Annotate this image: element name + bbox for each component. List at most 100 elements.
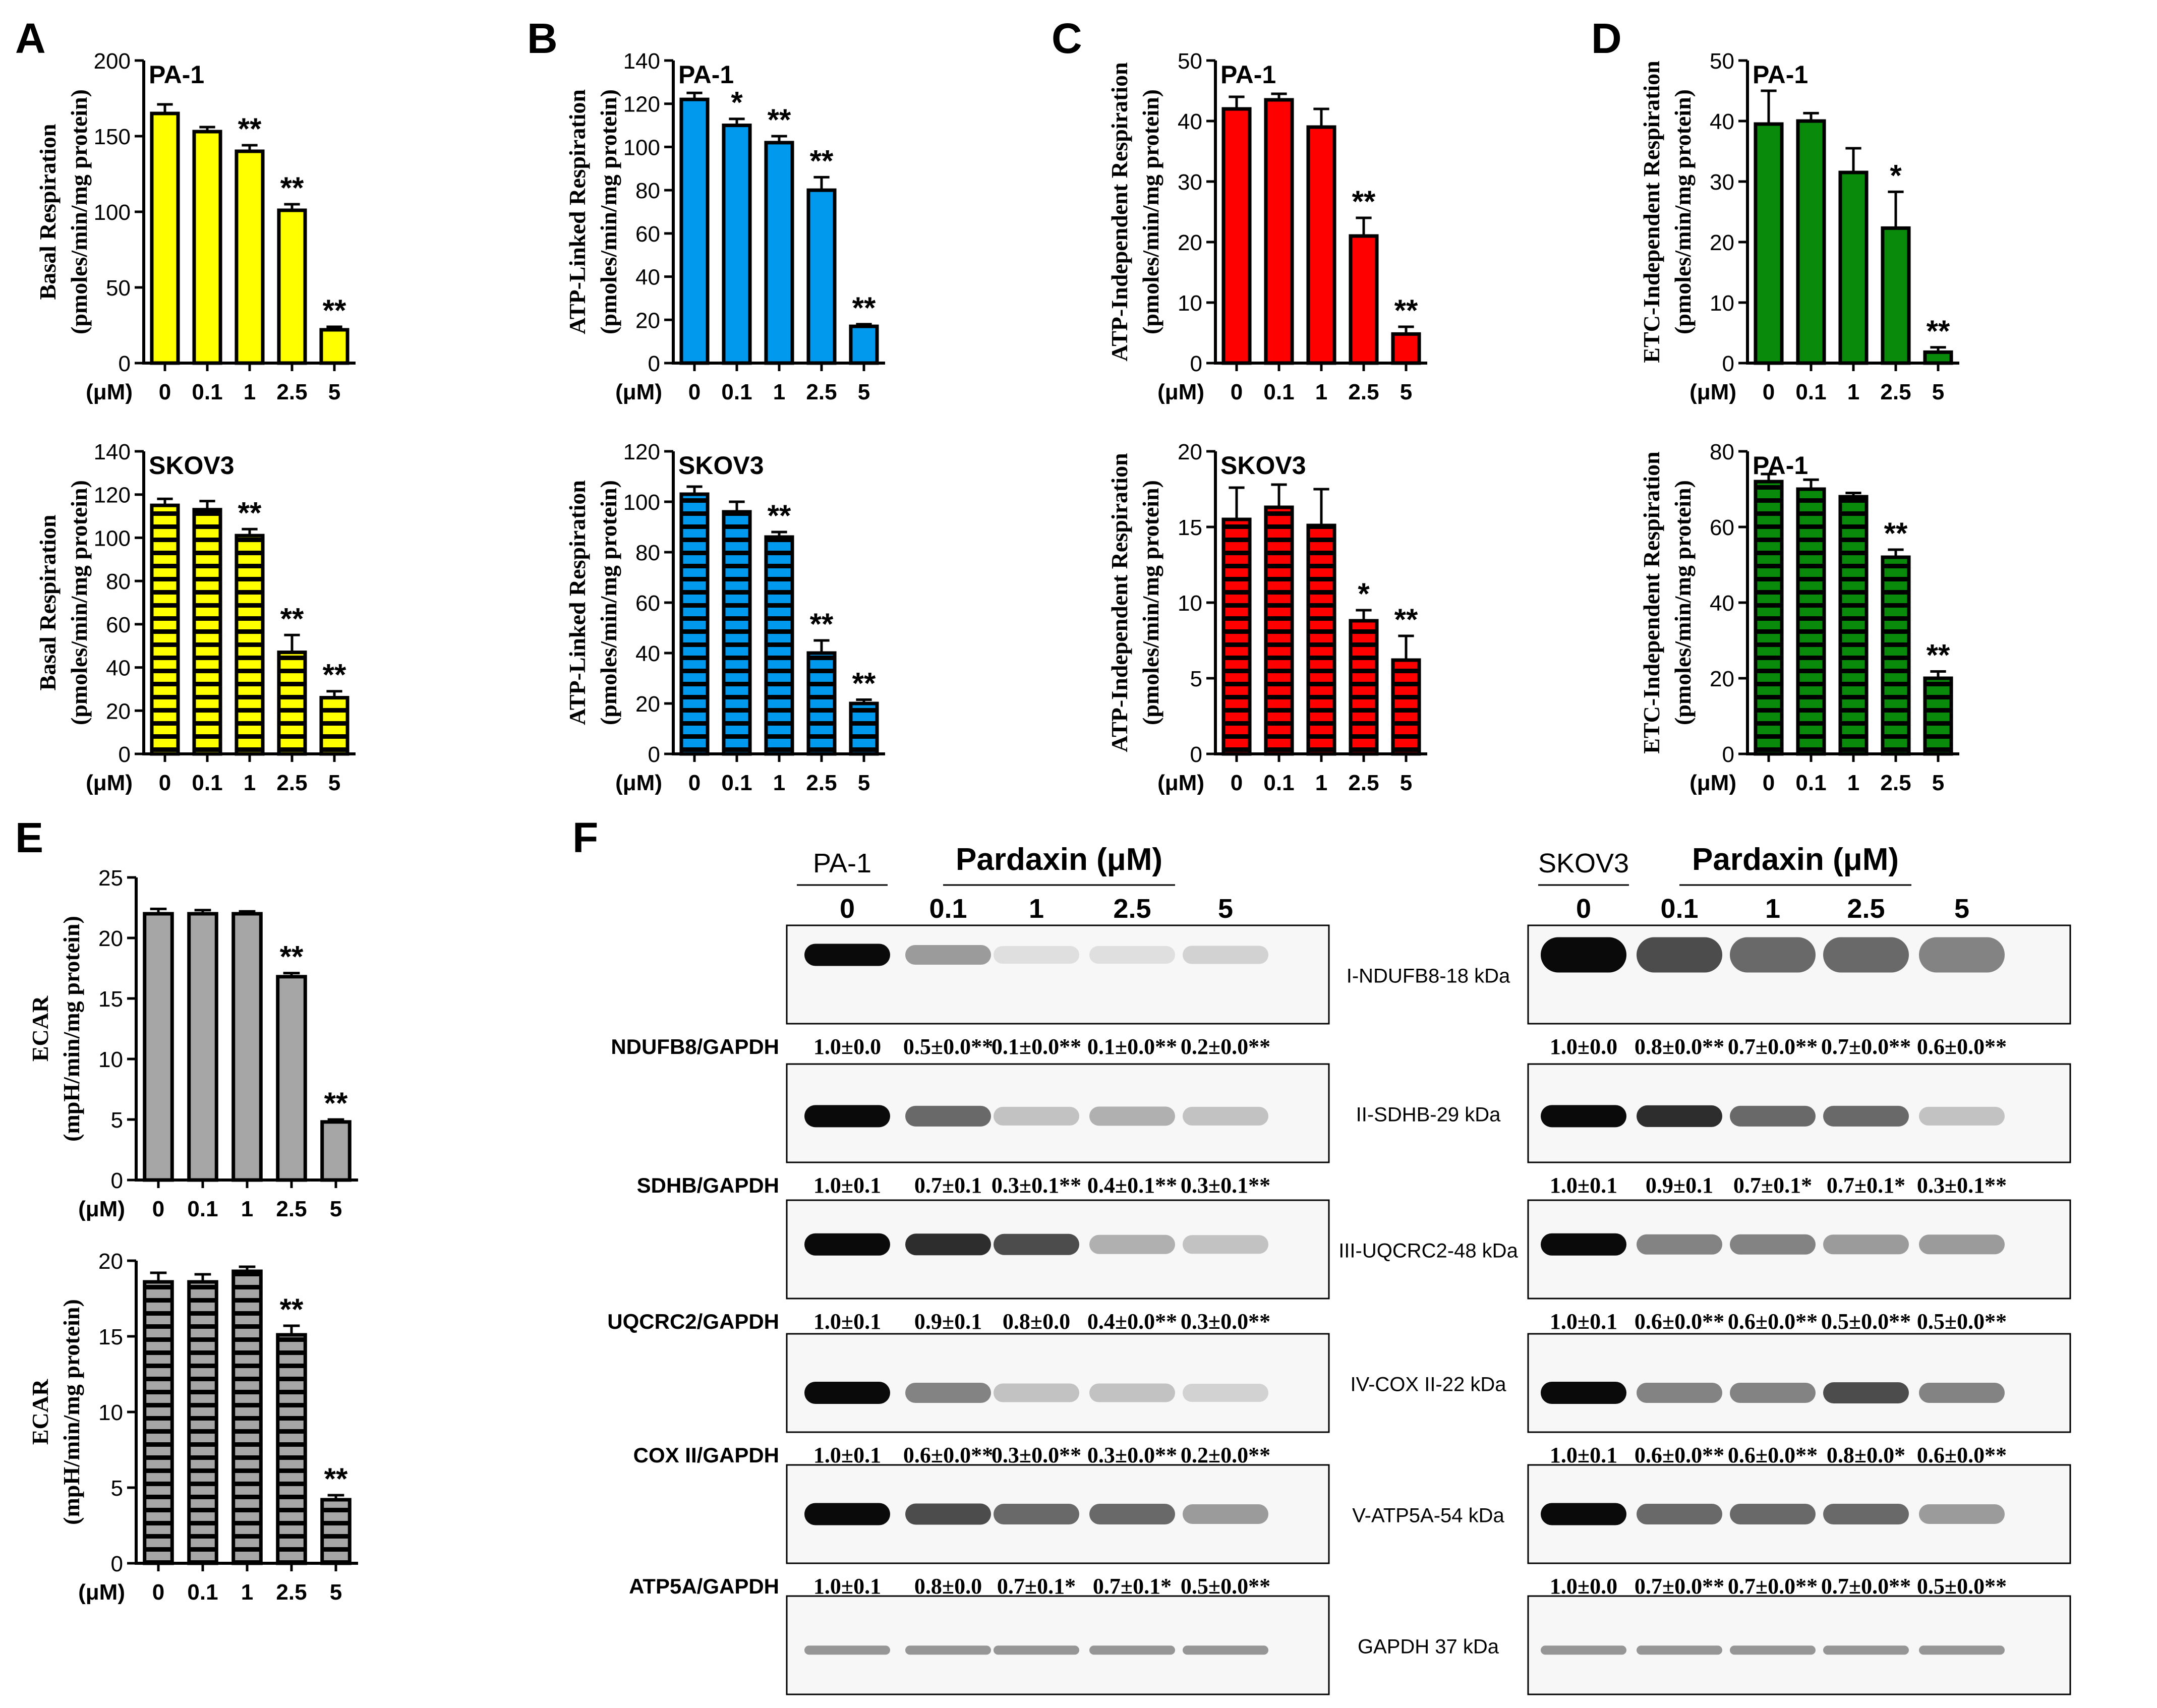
ratio-value: 0.3±0.1** [1181,1173,1270,1198]
bar-stripes [321,697,348,754]
protein-band [1919,1504,2005,1524]
bar-fill [1308,127,1335,363]
significance-mark: ** [1352,185,1376,218]
chart-5: Basal Respiration (pmoles/min/mg protein)… [35,440,356,795]
blot-strip-left [786,1595,1330,1695]
ratio-value: 0.7±0.0** [1821,1574,1911,1599]
bar-stripes [1797,489,1825,754]
ratio-label: COX II/GAPDH [633,1443,779,1467]
panel-letter-a: A [15,15,46,62]
protein-band [1823,1105,1909,1127]
bar [235,534,265,756]
blot-frame [786,924,1330,1025]
protein-band [804,944,890,966]
x-tick-label: 0 [1763,380,1775,404]
ratio-value: 1.0±0.0 [1550,1034,1617,1059]
protein-band [804,1382,890,1404]
x-tick-label: 0.1 [1795,771,1826,795]
bar [1264,505,1294,756]
ratio-value: 0.1±0.0** [1087,1034,1177,1059]
bar [235,149,265,365]
protein-band [1089,1504,1175,1524]
bar-stripes [1840,497,1867,754]
bar [849,701,879,756]
western-blot: PA-1 Pardaxin (μM) 0 0.1 1 2.5 5 SKOV3 Pardaxin … [607,842,2071,1695]
protein-band [1183,1235,1268,1254]
protein-band [1823,1504,1909,1524]
y-tick-label: 40 [1178,109,1202,134]
y-axis-title: ETC-Independent Respiration [1639,451,1664,753]
x-tick-label: 1 [1315,771,1327,795]
ratio-value: 0.8±0.0* [1827,1443,1905,1467]
bar [277,208,307,365]
ratio-value: 0.3±0.0** [992,1443,1081,1467]
ratio-value: 0.3±0.1** [992,1173,1081,1198]
bar [1796,487,1826,756]
x-tick-label: 1 [241,1197,253,1221]
y-tick-label: 50 [106,276,131,301]
y-tick-label: 20 [1178,440,1202,464]
bar-fill [1797,121,1825,363]
y-tick-label: 100 [623,490,660,515]
y-tick-label: 20 [98,1249,123,1274]
ratio-value: 1.0±0.0 [1550,1574,1617,1599]
y-axis-title: ATP-Linked Respiration [564,480,590,725]
x-unit-label: (μM) [78,1197,125,1221]
bar-stripes [189,1282,217,1563]
x-tick-label: 2.5 [1348,771,1379,795]
blot-strip-right [1527,924,2071,1025]
bar-stripes [278,652,306,754]
significance-mark: ** [323,293,346,327]
bar-stripes [1755,482,1782,754]
x-tick-label: 5 [328,380,340,404]
y-tick-label: 100 [94,526,131,551]
y-axis-title: ATP-Independent Respiration [1106,62,1132,361]
ratio-value: 0.8±0.0 [1003,1309,1070,1334]
protein-band [905,1105,991,1127]
y-axis-title: ECAR [27,1379,53,1445]
ratio-value: 1.0±0.1 [1550,1173,1617,1198]
y-tick-label: 60 [1710,515,1734,540]
y-tick-label: 80 [635,179,660,203]
x-tick-label: 0 [152,1580,164,1605]
protein-band [1183,1645,1268,1655]
x-tick-label: 2.5 [276,380,307,404]
protein-band [1919,1106,2005,1126]
blot-dose-label: 1 [1765,894,1780,924]
protein-band [1183,1504,1268,1524]
chart-4: ETC-Independent Respiration (pmoles/min/m… [1639,49,1959,404]
x-tick-label: 2.5 [806,771,837,795]
band-label: IV-COX II-22 kDa [1351,1374,1507,1396]
x-unit-label: (μM) [615,771,662,795]
blot-frame [1527,1595,2071,1695]
x-tick-label: 0 [688,380,701,404]
significance-mark: * [1890,158,1902,192]
blot-cell-line-left: PA-1 [813,848,871,878]
x-tick-label: 0 [1763,771,1775,795]
x-unit-label: (μM) [615,380,662,404]
y-tick-label: 120 [623,440,660,464]
bar [1349,234,1379,365]
ratio-label: SDHB/GAPDH [637,1173,779,1197]
y-axis-title: Basal Respiration [35,515,61,691]
blot-cell-line-right: SKOV3 [1538,848,1629,878]
x-tick-label: 0.1 [192,380,222,404]
significance-mark: ** [238,496,262,529]
blot-frame [786,1595,1330,1695]
protein-band [994,1504,1079,1524]
x-tick-label: 0 [159,380,171,404]
ratio-value: 1.0±0.0 [813,1034,881,1059]
y-axis-title: (pmoles/min/mg protein) [596,480,621,725]
bar [1391,332,1421,365]
ratio-value: 0.4±0.0** [1087,1309,1177,1334]
ratio-value: 0.7±0.0** [1728,1574,1818,1599]
ratio-value: 0.8±0.0** [1635,1034,1724,1059]
x-tick-label: 1 [244,771,256,795]
x-tick-label: 0.1 [187,1580,218,1605]
bar [1349,619,1379,756]
y-tick-label: 0 [1190,742,1202,767]
significance-mark: ** [1927,638,1950,672]
bar [722,510,752,756]
x-tick-label: 1 [773,771,785,795]
x-tick-label: 5 [1400,380,1412,404]
